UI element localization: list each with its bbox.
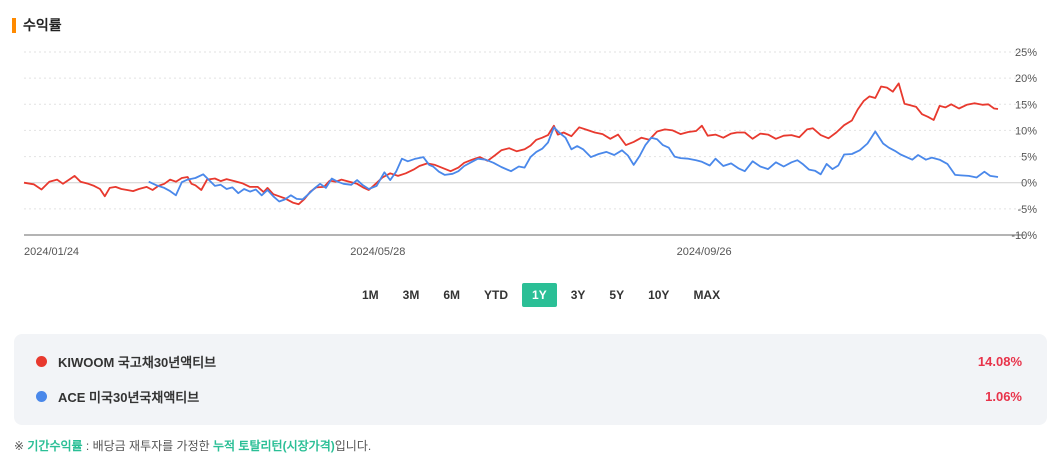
legend-dot-icon (36, 390, 47, 402)
legend-name: ACE 미국30년국채액티브 (58, 389, 200, 405)
y-tick-label: 25% (1015, 47, 1037, 59)
legend-return-value: 1.06% (985, 388, 1022, 404)
series-line-ace (148, 126, 999, 203)
period-button-3y[interactable]: 3Y (570, 288, 586, 302)
footnote: ※ 기간수익률 : 배당금 재투자를 가정한 누적 토탈리턴(시장가격)입니다. (14, 437, 371, 454)
legend-item-ace: ACE 미국30년국채액티브 1.06% (36, 386, 1022, 406)
y-tick-label: -10% (1011, 230, 1037, 242)
legend-item-kiwoom: KIWOOM 국고채30년액티브 14.08% (36, 351, 1022, 371)
legend-dot-icon (36, 355, 47, 367)
title-accent-bar (12, 17, 16, 33)
series-line-kiwoom (23, 82, 999, 206)
footnote-suffix: 입니다. (334, 439, 372, 453)
footnote-middle: : 배당금 재투자를 가정한 (82, 439, 213, 453)
chart-title: 수익률 (23, 17, 62, 33)
chart-header: 수익률 (12, 15, 62, 35)
legend-panel: KIWOOM 국고채30년액티브 14.08% ACE 미국30년국채액티브 1… (14, 334, 1047, 425)
period-button-3m[interactable]: 3M (402, 288, 420, 302)
y-tick-label: 0% (1021, 178, 1037, 190)
footnote-highlight: 누적 토탈리턴(시장가격) (213, 439, 335, 453)
legend-return-value: 14.08% (977, 353, 1022, 369)
x-tick-label: 2024/09/26 (677, 246, 732, 258)
grid-lines (24, 51, 1025, 236)
y-tick-label: -5% (1017, 204, 1037, 216)
x-tick-label: 2024/05/28 (350, 246, 405, 258)
y-tick-label: 20% (1015, 73, 1037, 85)
period-selector: 1M 3M 6M YTD 1Y 3Y 5Y 10Y MAX (352, 283, 734, 307)
x-tick-label: 2024/01/24 (24, 246, 79, 258)
period-button-max[interactable]: MAX (693, 288, 721, 302)
y-axis-ticks: 25% 20% 15% 10% 5% 0% -5% -10% (1011, 47, 1037, 242)
period-button-1m[interactable]: 1M (362, 288, 379, 302)
y-tick-label: 15% (1015, 99, 1037, 111)
period-button-6m[interactable]: 6M (443, 288, 461, 302)
period-button-ytd[interactable]: YTD (484, 288, 509, 302)
y-tick-label: 10% (1015, 125, 1037, 137)
footnote-prefix: ※ (14, 439, 28, 453)
x-axis-ticks: 2024/01/24 2024/05/28 2024/09/26 (24, 246, 732, 258)
y-tick-label: 5% (1021, 152, 1037, 164)
footnote-term: 기간수익률 (27, 439, 83, 453)
series-lines (23, 82, 999, 206)
period-button-5y[interactable]: 5Y (609, 288, 625, 302)
period-button-10y[interactable]: 10Y (648, 288, 670, 302)
legend-name: KIWOOM 국고채30년액티브 (58, 354, 217, 370)
returns-chart: 25%20%15%10%5%0%-5%-10% 2024/01/24 2024/0… (23, 47, 1037, 258)
period-button-1y[interactable]: 1Y (522, 283, 557, 307)
